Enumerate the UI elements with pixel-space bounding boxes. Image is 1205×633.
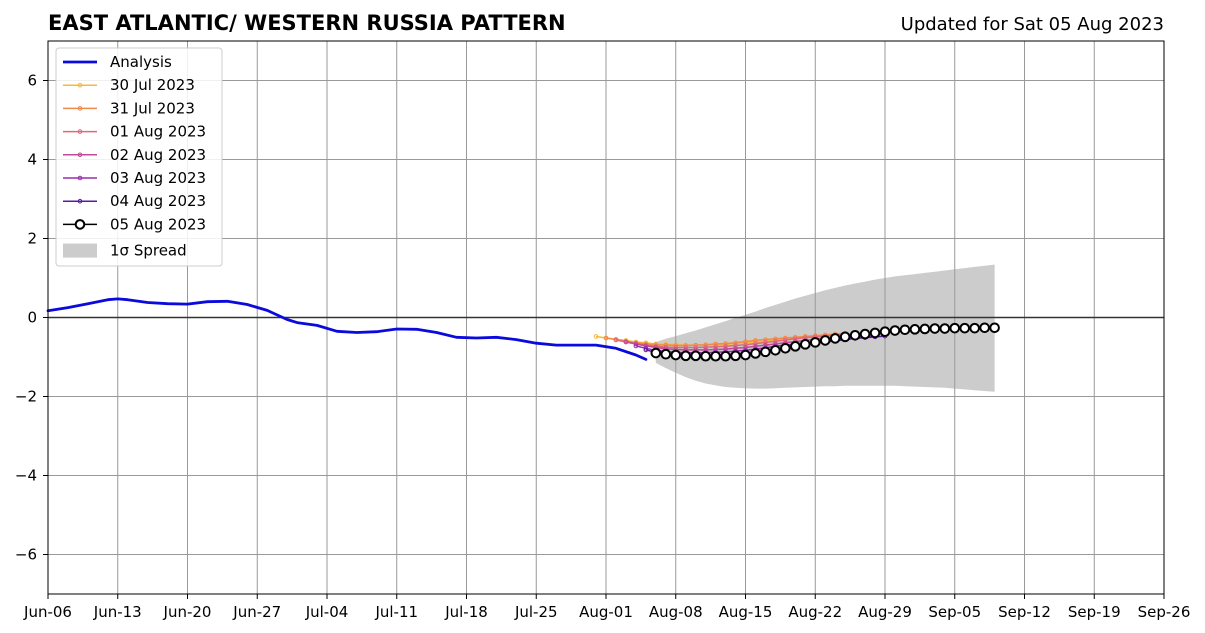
y-tick-label: 0 (27, 309, 37, 327)
x-tick-label: Sep-26 (1138, 603, 1191, 621)
data-point-05-aug-2023 (861, 330, 870, 339)
x-tick-label: Aug-08 (649, 603, 703, 621)
legend-label-02-aug-2023: 02 Aug 2023 (110, 146, 206, 164)
data-point-05-aug-2023 (901, 325, 910, 334)
data-point-05-aug-2023 (841, 333, 850, 342)
chart-title: EAST ATLANTIC/ WESTERN RUSSIA PATTERN (48, 11, 566, 35)
data-point-05-aug-2023 (881, 327, 890, 336)
x-tick-label: Aug-22 (788, 603, 842, 621)
x-tick-label: Jul-11 (374, 603, 418, 621)
y-tick-label: −6 (15, 546, 37, 564)
series-line-analysis (48, 299, 646, 360)
data-point-05-aug-2023 (751, 349, 760, 358)
x-tick-label: Sep-12 (998, 603, 1051, 621)
data-point-05-aug-2023 (791, 342, 800, 351)
x-tick-label: Aug-29 (858, 603, 912, 621)
x-tick-label: Jul-18 (444, 603, 488, 621)
x-tick-label: Jul-25 (514, 603, 558, 621)
x-tick-label: Aug-15 (719, 603, 773, 621)
y-tick-label: 4 (27, 151, 37, 169)
data-point-05-aug-2023 (801, 340, 810, 349)
legend-label-03-aug-2023: 03 Aug 2023 (110, 169, 206, 187)
data-point-05-aug-2023 (911, 325, 920, 334)
legend-label-31-jul-2023: 31 Jul 2023 (110, 99, 195, 117)
data-point-05-aug-2023 (652, 349, 661, 358)
data-point-05-aug-2023 (851, 331, 860, 340)
data-point-05-aug-2023 (931, 324, 940, 333)
data-point-05-aug-2023 (731, 352, 740, 361)
y-tick-label: −4 (15, 467, 37, 485)
legend-label-05-aug-2023: 05 Aug 2023 (110, 215, 206, 233)
data-point-05-aug-2023 (960, 324, 969, 333)
legend-label-30-jul-2023: 30 Jul 2023 (110, 76, 195, 94)
x-tick-label: Sep-19 (1068, 603, 1121, 621)
data-point-05-aug-2023 (871, 329, 880, 338)
y-tick-label: −2 (15, 388, 37, 406)
data-point-05-aug-2023 (781, 344, 790, 353)
legend-label-04-aug-2023: 04 Aug 2023 (110, 192, 206, 210)
data-point-05-aug-2023 (940, 324, 949, 333)
data-point-05-aug-2023 (721, 352, 730, 361)
updated-date: Updated for Sat 05 Aug 2023 (901, 14, 1164, 35)
data-point-05-aug-2023 (761, 348, 770, 357)
legend: Analysis 30 Jul 2023 31 Jul 2023 01 Aug 202… (56, 48, 222, 266)
data-point-05-aug-2023 (771, 346, 780, 355)
data-point-05-aug-2023 (681, 352, 690, 361)
data-point-05-aug-2023 (741, 351, 750, 360)
data-point-05-aug-2023 (891, 326, 900, 335)
data-point-05-aug-2023 (980, 323, 989, 332)
y-tick-label: 2 (27, 230, 37, 248)
data-point-05-aug-2023 (691, 352, 700, 361)
legend-label-analysis: Analysis (110, 53, 172, 71)
data-point-05-aug-2023 (711, 352, 720, 361)
x-tick-label: Jun-27 (232, 603, 281, 621)
x-tick-label: Jun-20 (163, 603, 212, 621)
legend-marker-05-aug-2023 (76, 220, 85, 229)
x-tick-label: Jul-04 (305, 603, 349, 621)
data-point-05-aug-2023 (821, 336, 830, 345)
legend-label-spread: 1σ Spread (110, 242, 187, 260)
x-tick-label: Jun-13 (93, 603, 142, 621)
data-point-05-aug-2023 (671, 351, 680, 360)
data-point-05-aug-2023 (831, 334, 840, 343)
data-point-05-aug-2023 (950, 324, 959, 333)
x-tick-label: Aug-01 (579, 603, 633, 621)
y-tick-label: 6 (27, 72, 37, 90)
legend-swatch-spread (63, 244, 97, 258)
data-point-05-aug-2023 (970, 324, 979, 333)
x-tick-label: Sep-05 (928, 603, 981, 621)
data-point-05-aug-2023 (990, 323, 999, 332)
data-point-05-aug-2023 (661, 350, 670, 359)
chart: EAST ATLANTIC/ WESTERN RUSSIA PATTERN Up… (0, 0, 1205, 633)
data-point-05-aug-2023 (701, 352, 710, 361)
x-tick-label: Jun-06 (23, 603, 72, 621)
legend-label-01-aug-2023: 01 Aug 2023 (110, 123, 206, 141)
data-point-05-aug-2023 (921, 325, 930, 334)
data-point-05-aug-2023 (811, 338, 820, 347)
